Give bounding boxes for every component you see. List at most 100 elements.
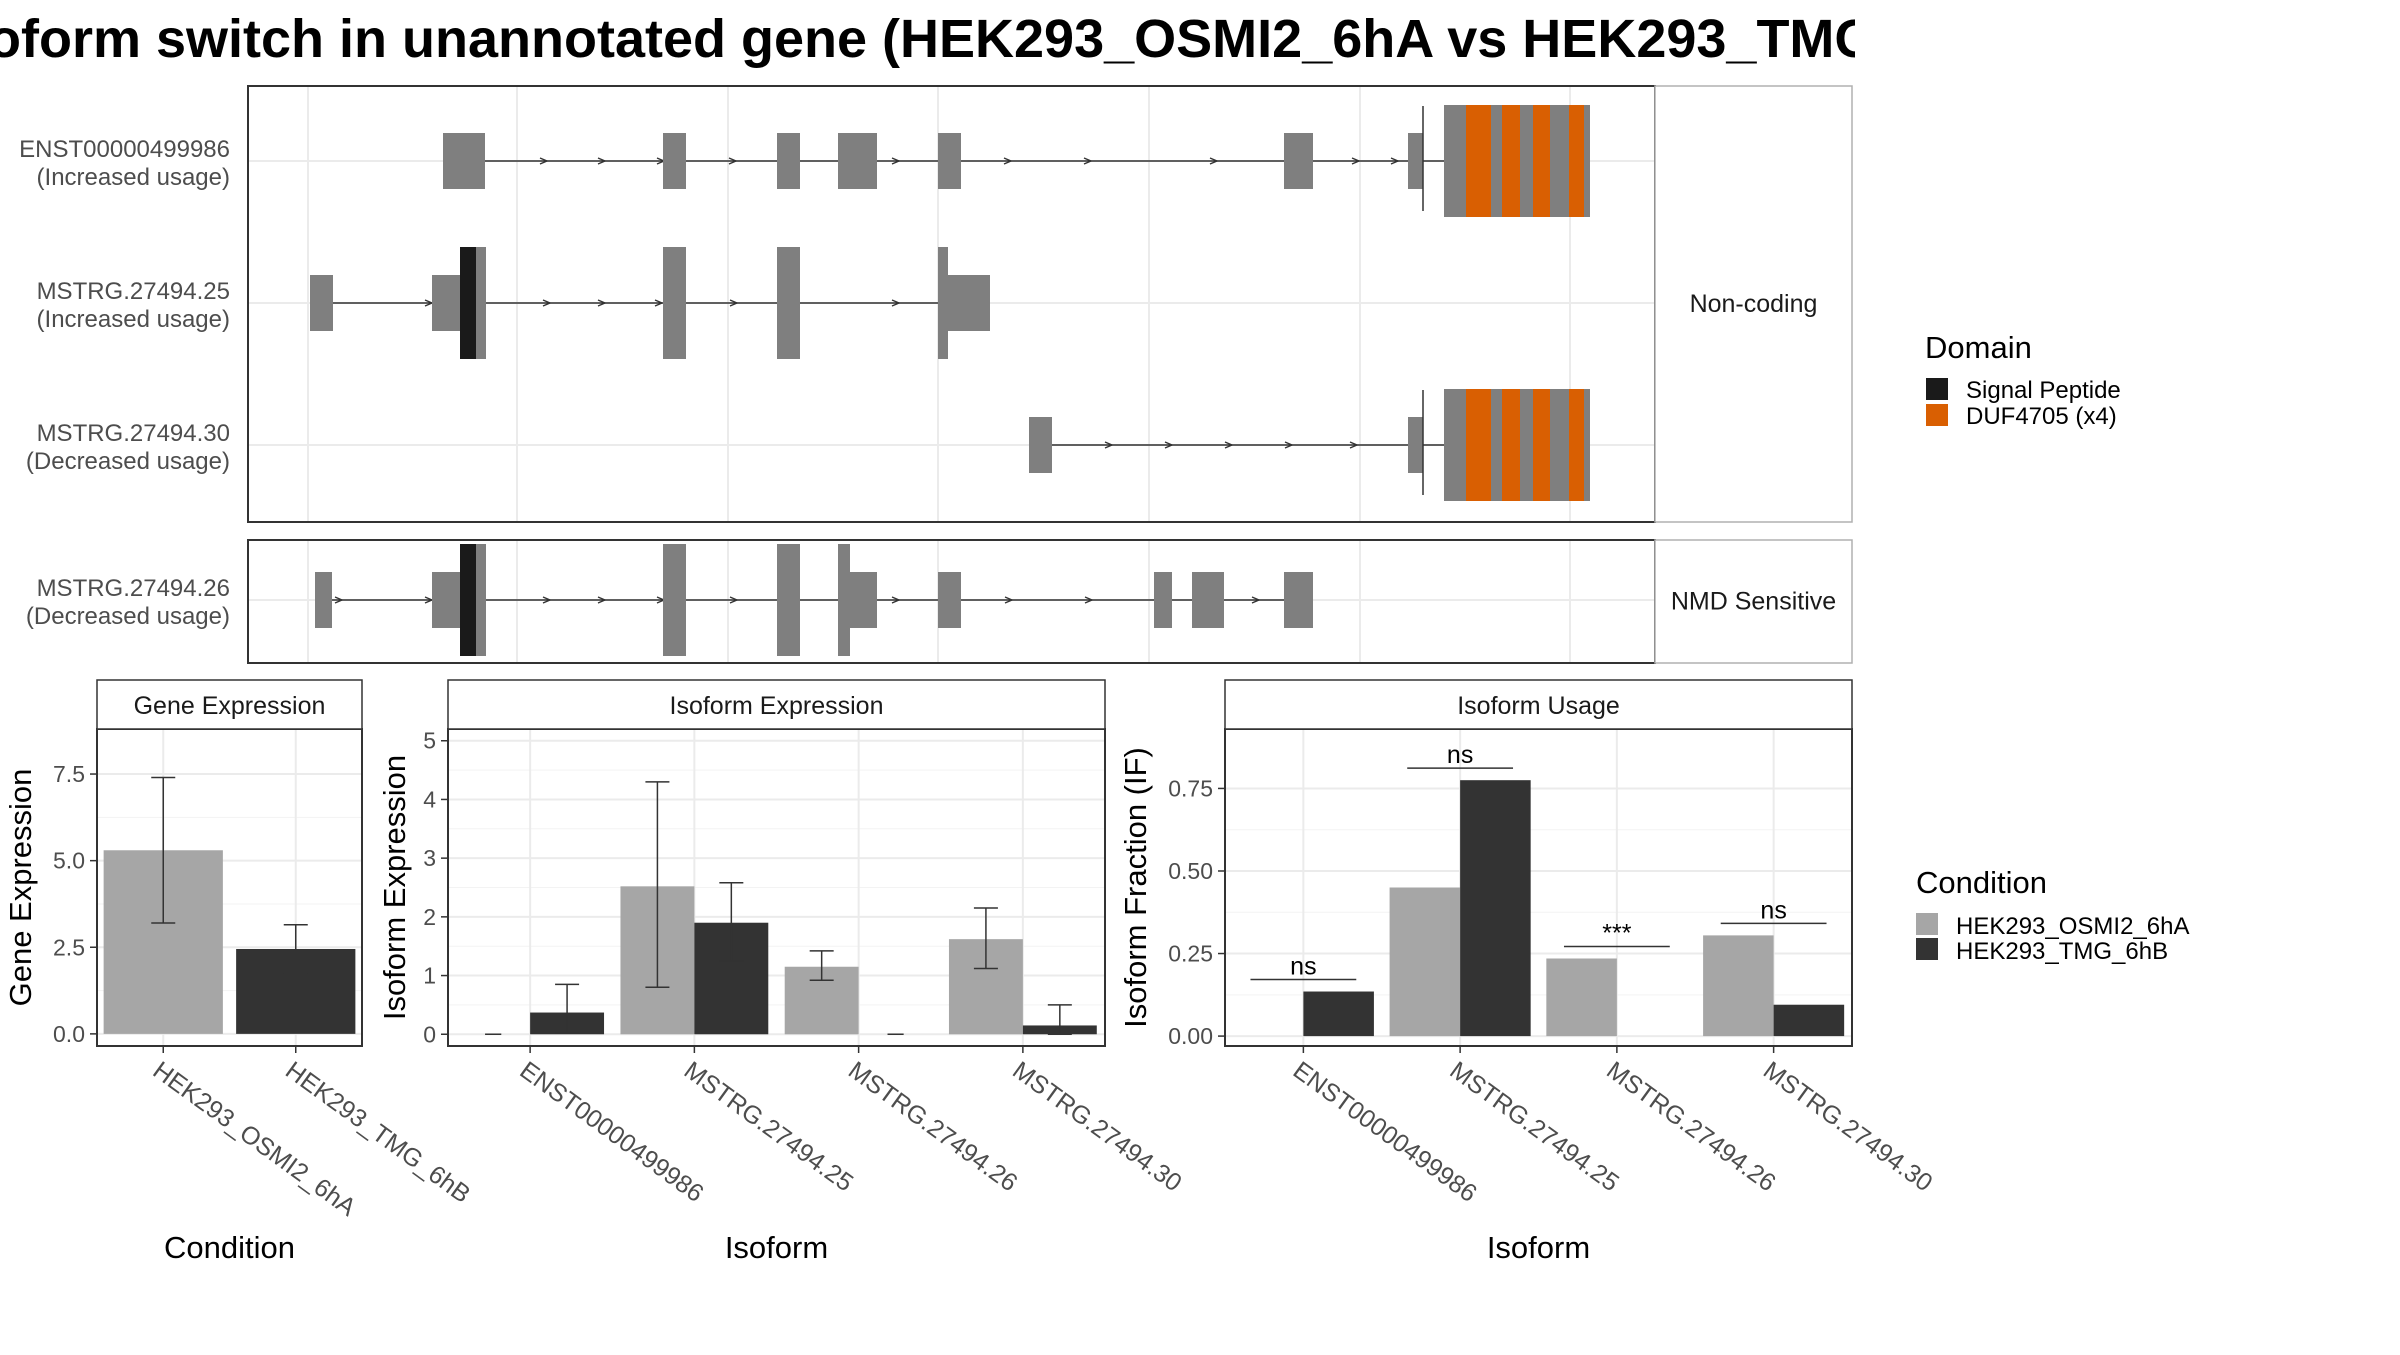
cond-a-label: HEK293_OSMI2_6hA (1956, 913, 2189, 940)
exon (938, 133, 961, 189)
exon (1284, 133, 1313, 189)
x-tick-label: MSTRG.27494.30 (1758, 1056, 1937, 1197)
intron-arrow (654, 299, 664, 307)
y-tick-label: 2.5 (53, 934, 85, 960)
isoform-row-usage: (Decreased usage) (26, 448, 230, 475)
duf4705-domain (1466, 105, 1491, 217)
x-axis-label: Condition (164, 1230, 295, 1265)
y-tick-label: 5.0 (53, 848, 85, 874)
exon (777, 544, 800, 656)
exon (663, 133, 686, 189)
signal-peptide-swatch (1926, 378, 1948, 400)
exon (460, 247, 476, 359)
isoform-row-usage: (Decreased usage) (26, 603, 230, 630)
condition-legend-title: Condition (1916, 865, 2047, 900)
bar (1546, 958, 1617, 1037)
y-tick-label: 5 (423, 728, 436, 754)
panel-strip (1224, 679, 1853, 730)
facet-strip-label: Non-coding (1690, 290, 1818, 318)
bar (1773, 1004, 1845, 1037)
bar (1303, 991, 1374, 1037)
duf4705-domain (1569, 105, 1584, 217)
bar (1389, 887, 1461, 1037)
x-tick-label: MSTRG.27494.25 (1445, 1056, 1624, 1197)
exon (1029, 417, 1052, 473)
y-tick-label: 0.25 (1168, 941, 1213, 967)
intron-arrow (597, 157, 607, 165)
title-clip-mask (1855, 0, 2400, 78)
intron-arrow (1004, 596, 1014, 604)
exon (460, 544, 476, 656)
cond-b-swatch (1916, 938, 1938, 960)
figure-title: oform switch in unannotated gene (HEK293… (0, 9, 1876, 69)
exon (777, 133, 800, 189)
exon (663, 544, 686, 656)
panel-title: Isoform Expression (670, 692, 884, 720)
exon (948, 275, 990, 331)
x-axis-label: Isoform (725, 1230, 828, 1265)
duf4705-domain (1533, 389, 1550, 501)
intron-arrow (729, 596, 739, 604)
y-tick-label: 1 (423, 963, 436, 989)
duf-swatch (1926, 404, 1948, 426)
intron-arrow (1083, 157, 1093, 165)
intron-arrow (729, 299, 739, 307)
exon (1192, 572, 1224, 628)
intron-arrow (1349, 441, 1359, 449)
facet-strip (1654, 539, 1853, 664)
panel-title: Gene Expression (134, 692, 326, 720)
exon (443, 133, 485, 189)
significance-label: ns (1290, 953, 1316, 981)
x-tick-label: MSTRG.27494.30 (1007, 1056, 1186, 1197)
bar (1703, 935, 1774, 1037)
bar (1460, 780, 1531, 1037)
intron-arrow (728, 157, 738, 165)
cond-a-swatch (1916, 913, 1938, 935)
isoform-row-usage: (Increased usage) (37, 164, 230, 191)
cond-b-label: HEK293_TMG_6hB (1956, 938, 2168, 965)
duf4705-domain (1502, 389, 1520, 501)
bar-chart-panels: Gene Expression 0.0 2.5 5.0 7.5 Gene Expressi… (3, 679, 1938, 1265)
isoform-row-label: ENST00000499986 (19, 136, 230, 163)
intron-arrow (1003, 157, 1013, 165)
significance-label: *** (1602, 919, 1631, 947)
intron-arrow (542, 596, 552, 604)
isoform-row-usage: (Increased usage) (37, 306, 230, 333)
intron-arrow (891, 157, 901, 165)
intron-arrow (1084, 596, 1094, 604)
exon (850, 572, 877, 628)
intron-arrow (891, 596, 901, 604)
exon (1408, 417, 1423, 473)
intron-arrow (1104, 441, 1114, 449)
y-tick-label: 0.00 (1168, 1023, 1213, 1049)
y-tick-label: 2 (423, 904, 436, 930)
exon (432, 572, 460, 628)
exon (476, 247, 486, 359)
y-tick-label: 0 (423, 1021, 436, 1047)
duf4705-domain (1569, 389, 1584, 501)
exon (1154, 572, 1172, 628)
exon (777, 247, 800, 359)
significance-label: ns (1760, 896, 1786, 924)
exon (1408, 133, 1423, 189)
intron-arrow (1284, 441, 1294, 449)
intron-arrow (334, 596, 344, 604)
panel-strip (96, 679, 363, 730)
duf4705-domain (1502, 105, 1520, 217)
facet-strip-label: NMD Sensitive (1671, 588, 1836, 616)
duf4705-domain (1466, 389, 1491, 501)
intron-arrow (1390, 157, 1400, 165)
y-axis-label: Isoform Fraction (IF) (1118, 747, 1153, 1028)
x-tick-label: MSTRG.27494.26 (1601, 1056, 1780, 1197)
intron-arrow (542, 299, 552, 307)
signal-peptide-label: Signal Peptide (1966, 377, 2121, 404)
intron-arrow (1251, 596, 1261, 604)
intron-arrow (597, 596, 607, 604)
isoform-row-label: MSTRG.27494.25 (37, 278, 230, 305)
exon (938, 572, 961, 628)
exon (476, 544, 486, 656)
exon (315, 572, 332, 628)
panel-title: Isoform Usage (1457, 692, 1620, 720)
intron-arrow (1209, 157, 1219, 165)
